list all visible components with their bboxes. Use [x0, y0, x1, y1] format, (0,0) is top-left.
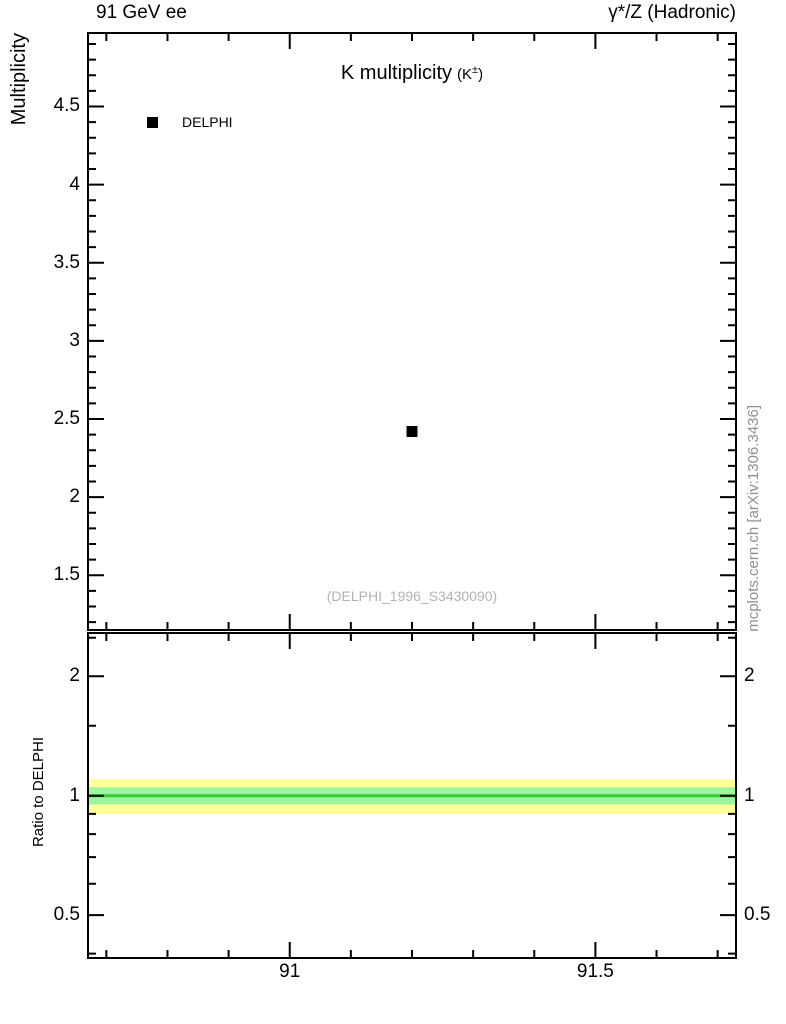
ytick-ratio-left-1: 1: [69, 784, 80, 806]
legend-label: DELPHI: [182, 114, 233, 130]
plot-title-suffix: (K±): [457, 64, 484, 83]
process-label: γ*/Z (Hadronic): [608, 2, 736, 23]
legend: DELPHI: [147, 112, 233, 132]
plot-title-main: K multiplicity: [340, 62, 453, 84]
ytick-top-1.5: 1.5: [53, 564, 80, 586]
ytick-ratio-right-2: 2: [744, 665, 755, 687]
ytick-ratio-left-2: 2: [69, 665, 80, 687]
ytick-ratio-right-1: 1: [744, 784, 755, 806]
data-point-delphi: [406, 426, 418, 438]
watermark-arxiv: mcplots.cern.ch [arXiv:1306.3436]: [745, 405, 762, 632]
axis-ticks: [88, 33, 736, 958]
ytick-top-4.5: 4.5: [53, 95, 80, 117]
ytick-ratio-right-0.5: 0.5: [744, 904, 771, 926]
ytick-top-3.5: 3.5: [53, 251, 80, 273]
ytick-top-3: 3: [69, 329, 80, 351]
reference-dataset-label: (DELPHI_1996_S3430090): [326, 588, 498, 604]
legend-marker-square: [147, 116, 158, 128]
legend-item-delphi: DELPHI: [147, 112, 233, 132]
ytick-top-2.5: 2.5: [53, 408, 80, 430]
plot-title: K multiplicity (K±): [88, 62, 736, 85]
ytick-top-2: 2: [69, 486, 80, 508]
ytick-ratio-left-0.5: 0.5: [53, 904, 80, 926]
beam-energy-label: 91 GeV ee: [96, 2, 187, 23]
ytick-top-4: 4: [69, 173, 80, 195]
xtick-91: 91: [279, 961, 301, 982]
xtick-91.5: 91.5: [576, 961, 614, 982]
